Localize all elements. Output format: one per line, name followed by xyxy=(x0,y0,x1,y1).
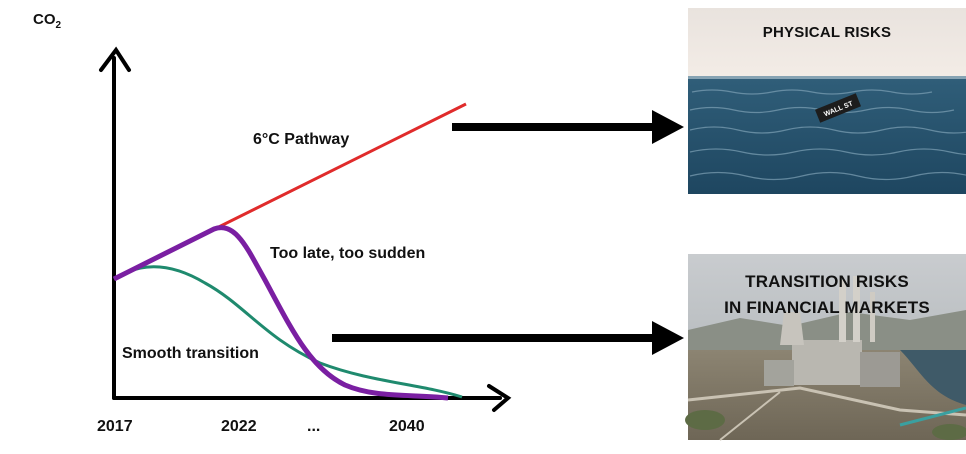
too-late-label: Too late, too sudden xyxy=(270,245,426,262)
y-axis-arrowhead xyxy=(99,46,131,72)
y-axis-label: CO2 xyxy=(33,11,61,31)
physical-risks-title: PHYSICAL RISKS xyxy=(762,24,892,41)
x-tick-2022: 2022 xyxy=(221,418,257,435)
smooth-transition-label: Smooth transition xyxy=(122,345,259,362)
x-tick-2017: 2017 xyxy=(97,418,133,435)
transition-risks-title-line2: IN FINANCIAL MARKETS xyxy=(724,298,930,317)
x-tick-ellipsis: ... xyxy=(307,418,321,435)
too-late-curve xyxy=(112,225,449,401)
x-axis-arrowhead xyxy=(487,384,512,412)
y-axis-label-main: CO xyxy=(33,11,56,28)
arrow-to-transition-risks xyxy=(332,321,684,355)
y-axis-label-subscript: 2 xyxy=(55,20,62,31)
transition-risks-image xyxy=(685,254,966,441)
smooth-transition-curve xyxy=(113,265,463,399)
pathway-6c-label: 6°C Pathway xyxy=(253,131,350,148)
physical-risks-image: WALL ST xyxy=(688,8,966,194)
x-tick-2040: 2040 xyxy=(389,418,425,435)
transition-risks-title-line1: TRANSITION RISKS xyxy=(745,272,909,291)
transition-risks-panel: TRANSITION RISKS IN FINANCIAL MARKETS xyxy=(688,254,966,440)
arrow-to-physical-risks xyxy=(452,110,684,144)
physical-risks-panel: PHYSICAL RISKS xyxy=(688,8,966,194)
